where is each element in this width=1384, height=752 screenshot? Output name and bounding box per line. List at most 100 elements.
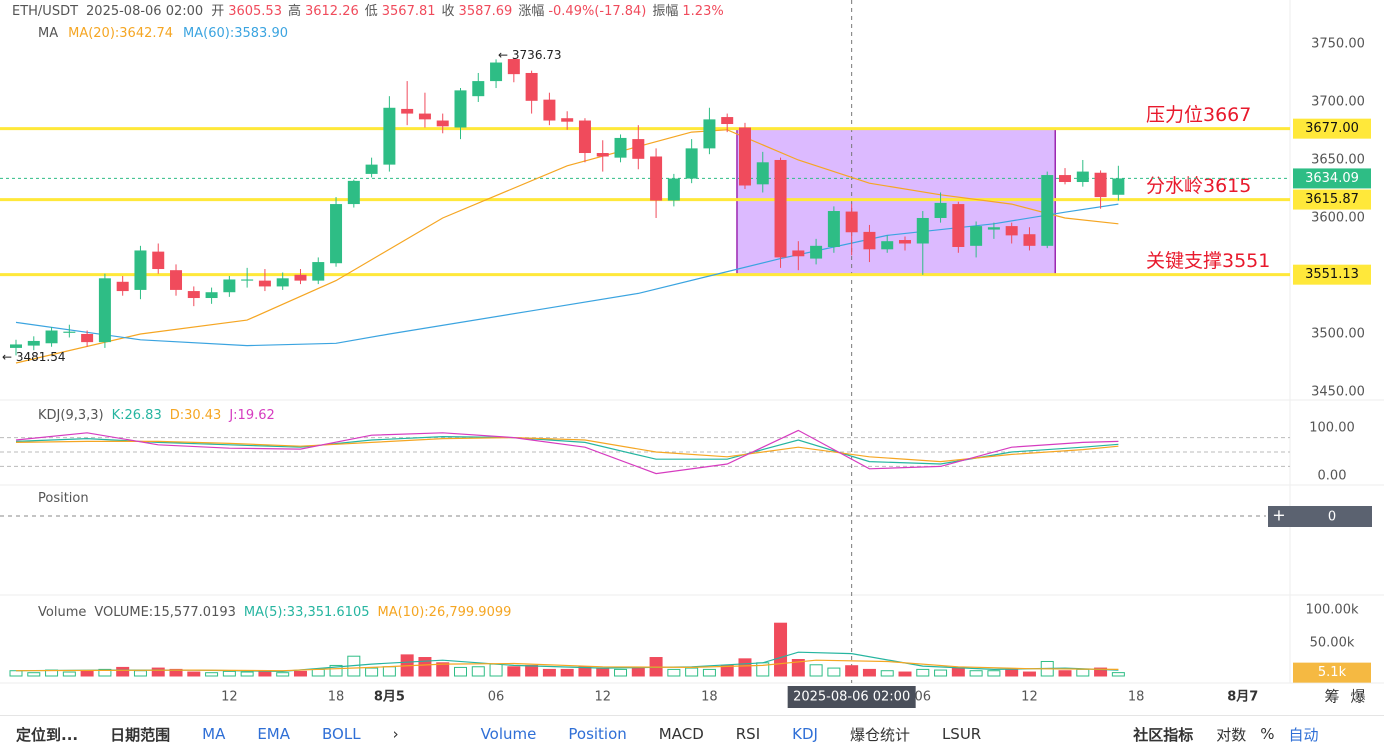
candle-body <box>703 119 716 149</box>
level-note: 分水岭3615 <box>1146 175 1251 197</box>
volume-ma10 <box>15 659 1119 672</box>
volume-bar <box>1076 668 1090 677</box>
legend-item: ETH/USDT <box>12 4 78 19</box>
legend-item: MA(5):33,351.6105 <box>244 605 370 620</box>
candle-body <box>436 120 449 127</box>
legend-item: MA(20):3642.74 <box>68 26 173 41</box>
toolbar-item[interactable]: BOLL <box>322 725 361 743</box>
volume-bar <box>62 671 76 677</box>
candle-body <box>223 279 236 293</box>
candle-body <box>881 241 894 250</box>
x-tick-label: 06 <box>915 690 932 705</box>
volume-bar <box>845 665 859 677</box>
volume-bar <box>791 659 805 677</box>
legend-item: 高 <box>288 3 301 19</box>
volume-bar <box>382 666 396 677</box>
candle-body <box>63 331 76 333</box>
toolbar-item[interactable]: LSUR <box>941 725 982 743</box>
volume-bar <box>454 666 467 677</box>
volume-bar <box>293 670 307 677</box>
x-tick-label: 18 <box>1128 690 1145 705</box>
toolbar-item[interactable]: KDJ <box>792 725 818 743</box>
price-badge <box>1293 264 1371 285</box>
legend-item: D:30.43 <box>170 408 222 423</box>
toolbar-item[interactable]: EMA <box>257 725 291 743</box>
candle-body <box>10 344 22 348</box>
volume-bar <box>987 670 1001 677</box>
toolbar-item[interactable]: MA <box>202 725 226 743</box>
volume-bar <box>205 672 219 677</box>
legend-item: KDJ(9,3,3) <box>38 408 104 423</box>
candle-body <box>294 274 307 281</box>
toolbar-item[interactable]: 定位到... <box>16 725 79 744</box>
x-tick-label: 8月5 <box>374 690 405 705</box>
toolbar-item[interactable]: Position <box>568 725 627 743</box>
volume-bar <box>809 664 823 677</box>
legend-item: 1.23% <box>682 4 723 19</box>
volume-bar <box>80 670 94 677</box>
candle-body <box>241 279 254 281</box>
min_mark: ← 3481.54 <box>2 350 66 364</box>
y-tick-label: 3650.00 <box>1311 152 1365 167</box>
candle-body <box>899 240 911 244</box>
candle-body <box>81 333 94 343</box>
candle-body <box>1023 234 1036 246</box>
toolbar-item[interactable]: 自动 <box>1288 725 1319 744</box>
candle-body <box>1059 175 1072 183</box>
volume-bar <box>774 622 788 677</box>
legend-item: Position <box>38 491 89 506</box>
candle-body <box>490 62 503 82</box>
volume-bar <box>507 666 521 677</box>
x-tick-label: 18 <box>328 690 345 705</box>
candle-body <box>472 81 485 97</box>
kdj-tick-label: 0.00 <box>1318 469 1347 484</box>
candle-body <box>418 113 431 120</box>
candle-body <box>827 211 840 247</box>
chart: ETH/USDT 2025-08-06 02:00 开 3605.53 高 3612.26… <box>0 0 1384 708</box>
toolbar-item[interactable]: % <box>1260 725 1275 743</box>
candle-body <box>330 204 343 264</box>
price-badge-label: 3615.87 <box>1305 192 1359 207</box>
toolbar: 定位到... 日期范围 MA EMA BOLL › Volume Position MACD RS… <box>0 715 1384 752</box>
position-value: 0 <box>1328 510 1336 525</box>
candle-body <box>205 292 218 299</box>
x-tick-label: 8月7 <box>1227 690 1258 705</box>
volume-bar <box>525 664 539 677</box>
volume-bar <box>365 667 379 677</box>
toolbar-item[interactable]: › <box>392 725 399 743</box>
price-badge-label: 3634.09 <box>1305 171 1359 186</box>
toolbar-item[interactable]: 爆仓统计 <box>849 725 910 744</box>
volume-bar <box>1022 671 1036 677</box>
candle-body <box>756 162 769 185</box>
volume-bar <box>827 667 841 677</box>
legend-item: 3612.26 <box>305 4 359 19</box>
candle-body <box>98 278 111 343</box>
header: ETH/USDT 2025-08-06 02:00 开 3605.53 高 3612.26… <box>12 3 724 19</box>
toolbar-item[interactable]: RSI <box>735 725 761 743</box>
level-note: 关键支撑3551 <box>1146 250 1270 272</box>
toolbar-item[interactable]: 日期范围 <box>110 725 171 744</box>
volume-bar <box>436 662 450 677</box>
volume-bar <box>969 670 983 677</box>
candle-body <box>525 72 538 101</box>
toolbar-item[interactable]: MACD <box>658 725 704 743</box>
legend-item: VOLUME:15,577.0193 <box>94 605 236 620</box>
volume-bar <box>116 666 130 677</box>
candle-body <box>312 262 325 281</box>
max_mark: ← 3736.73 <box>498 48 562 62</box>
toolbar-item[interactable]: Volume <box>480 725 537 743</box>
candle-body <box>276 278 289 287</box>
kdj-line <box>15 429 1119 475</box>
toolbar-item[interactable]: 社区指标 <box>1133 725 1194 744</box>
volume-bar <box>311 668 325 677</box>
volume-bar <box>276 672 290 677</box>
volume-bar <box>1111 672 1125 677</box>
candle-body <box>845 211 858 233</box>
kdj-legend: KDJ(9,3,3) K:26.83 D:30.43 J:19.62 <box>38 408 275 423</box>
volume-bar <box>471 666 485 677</box>
x-tick-label: 12 <box>594 690 611 705</box>
candle-body <box>27 340 40 346</box>
volume-bar <box>1005 669 1019 677</box>
toolbar-item[interactable]: 对数 <box>1216 725 1247 744</box>
